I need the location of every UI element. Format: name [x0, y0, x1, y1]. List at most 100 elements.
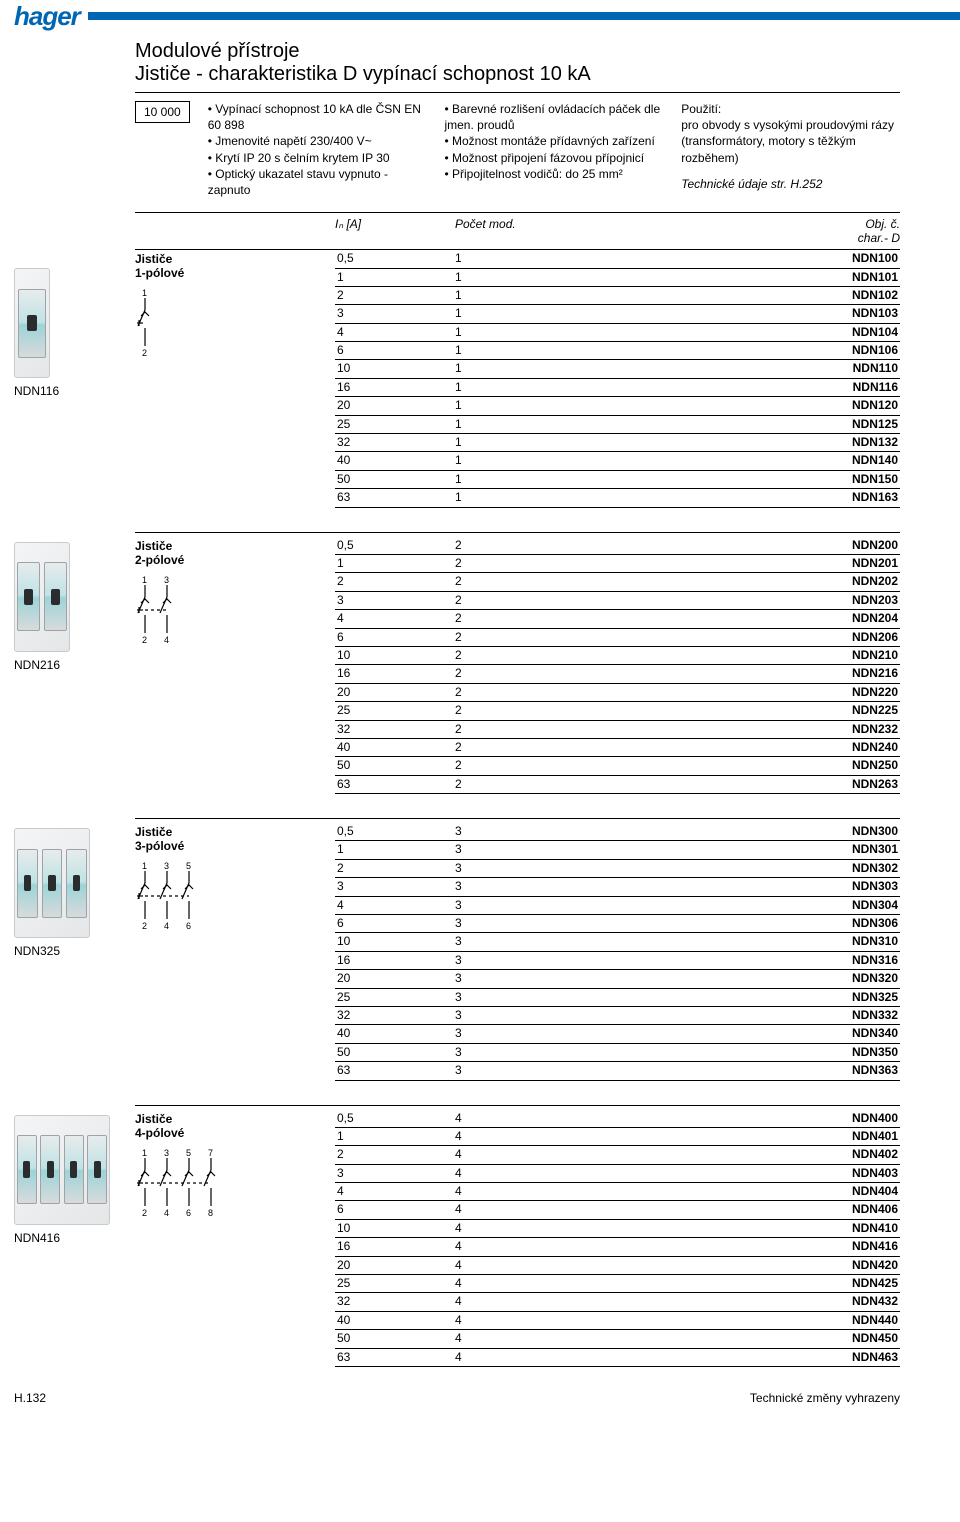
- cell-modules: 2: [455, 739, 760, 756]
- cell-modules: 1: [455, 434, 760, 451]
- section-divider: [135, 1105, 900, 1106]
- table-row: 254NDN425: [335, 1275, 900, 1293]
- cell-modules: 3: [455, 823, 760, 840]
- cell-modules: 2: [455, 721, 760, 738]
- cell-modules: 4: [455, 1275, 760, 1292]
- section-heading: Jističe3-pólové123456: [135, 823, 335, 1080]
- intro-col-2: Barevné rozlišení ovládacích páček dle j…: [444, 101, 663, 198]
- cell-current: 40: [335, 452, 455, 469]
- cell-current: 6: [335, 342, 455, 359]
- cell-modules: 2: [455, 573, 760, 590]
- table-row: 44NDN404: [335, 1183, 900, 1201]
- cell-current: 6: [335, 629, 455, 646]
- table-row: 0,52NDN200: [335, 537, 900, 555]
- usage-heading: Použití:: [681, 101, 900, 117]
- page-title-line2: Jističe - charakteristika D vypínací sch…: [135, 63, 900, 86]
- product-section: NDN216Jističe2-pólové12340,52NDN20012NDN…: [135, 524, 900, 794]
- cell-modules: 1: [455, 342, 760, 359]
- section-heading: Jističe1-pólové12: [135, 250, 335, 507]
- cell-modules: 1: [455, 452, 760, 469]
- cell-order: NDN103: [760, 305, 900, 322]
- table-row: 61NDN106: [335, 342, 900, 360]
- cell-order: NDN263: [760, 776, 900, 793]
- table-row: 102NDN210: [335, 647, 900, 665]
- cell-current: 50: [335, 1044, 455, 1061]
- table-row: 501NDN150: [335, 471, 900, 489]
- cell-order: NDN140: [760, 452, 900, 469]
- table-row: 252NDN225: [335, 702, 900, 720]
- cell-current: 16: [335, 952, 455, 969]
- intro-bullet: Možnost připojení fázovou přípojnicí: [444, 150, 663, 166]
- intro-bullet: Barevné rozlišení ovládacích páček dle j…: [444, 101, 663, 133]
- cell-current: 6: [335, 915, 455, 932]
- cell-order: NDN463: [760, 1349, 900, 1366]
- svg-text:2: 2: [142, 635, 147, 645]
- data-table: 0,52NDN20012NDN20122NDN20232NDN20342NDN2…: [335, 537, 900, 794]
- svg-text:3: 3: [164, 861, 169, 871]
- cell-order: NDN300: [760, 823, 900, 840]
- cell-modules: 2: [455, 537, 760, 554]
- cell-current: 0,5: [335, 537, 455, 554]
- table-row: 402NDN240: [335, 739, 900, 757]
- cell-order: NDN332: [760, 1007, 900, 1024]
- cell-modules: 3: [455, 841, 760, 858]
- cell-order: NDN350: [760, 1044, 900, 1061]
- cell-modules: 4: [455, 1330, 760, 1347]
- cell-order: NDN402: [760, 1146, 900, 1163]
- table-row: 162NDN216: [335, 665, 900, 683]
- svg-text:2: 2: [142, 921, 147, 931]
- cell-current: 63: [335, 776, 455, 793]
- cell-current: 50: [335, 471, 455, 488]
- cell-modules: 2: [455, 702, 760, 719]
- cell-modules: 4: [455, 1257, 760, 1274]
- cell-modules: 1: [455, 379, 760, 396]
- cell-modules: 4: [455, 1349, 760, 1366]
- cell-modules: 1: [455, 250, 760, 267]
- table-row: 104NDN410: [335, 1220, 900, 1238]
- table-row: 31NDN103: [335, 305, 900, 323]
- intro-bullet: Možnost montáže přídavných zařízení: [444, 133, 663, 149]
- section-heading: Jističe2-pólové1234: [135, 537, 335, 794]
- cell-current: 0,5: [335, 250, 455, 267]
- cell-modules: 3: [455, 952, 760, 969]
- cell-current: 63: [335, 489, 455, 506]
- footer-note: Technické změny vyhrazeny: [750, 1391, 900, 1405]
- cell-current: 25: [335, 702, 455, 719]
- cell-modules: 1: [455, 471, 760, 488]
- cell-current: 3: [335, 1165, 455, 1182]
- table-header: Iₙ [A] Počet mod. Obj. č. char.- D: [135, 212, 900, 250]
- table-row: 504NDN450: [335, 1330, 900, 1348]
- cell-order: NDN420: [760, 1257, 900, 1274]
- product-image-col: NDN325: [0, 810, 135, 1080]
- cell-order: NDN120: [760, 397, 900, 414]
- cell-current: 32: [335, 721, 455, 738]
- cell-modules: 1: [455, 287, 760, 304]
- table-row: 203NDN320: [335, 970, 900, 988]
- th-current: Iₙ [A]: [335, 217, 455, 245]
- cell-current: 4: [335, 897, 455, 914]
- table-row: 324NDN432: [335, 1293, 900, 1311]
- cell-modules: 3: [455, 933, 760, 950]
- cell-modules: 2: [455, 757, 760, 774]
- svg-text:5: 5: [186, 861, 191, 871]
- svg-text:6: 6: [186, 1208, 191, 1218]
- cell-order: NDN104: [760, 324, 900, 341]
- cell-modules: 4: [455, 1183, 760, 1200]
- cell-order: NDN150: [760, 471, 900, 488]
- section-heading: Jističe4-pólové12345678: [135, 1110, 335, 1367]
- cell-order: NDN320: [760, 970, 900, 987]
- cell-current: 2: [335, 860, 455, 877]
- table-row: 631NDN163: [335, 489, 900, 507]
- table-row: 63NDN306: [335, 915, 900, 933]
- table-row: 164NDN416: [335, 1238, 900, 1256]
- cell-current: 4: [335, 324, 455, 341]
- usage-text: pro obvody s vysokými proudovými rázy (t…: [681, 117, 900, 166]
- cell-order: NDN401: [760, 1128, 900, 1145]
- cell-order: NDN132: [760, 434, 900, 451]
- table-row: 101NDN110: [335, 360, 900, 378]
- cell-current: 20: [335, 684, 455, 701]
- cell-order: NDN302: [760, 860, 900, 877]
- product-image: [14, 542, 70, 652]
- cell-current: 3: [335, 592, 455, 609]
- cell-order: NDN100: [760, 250, 900, 267]
